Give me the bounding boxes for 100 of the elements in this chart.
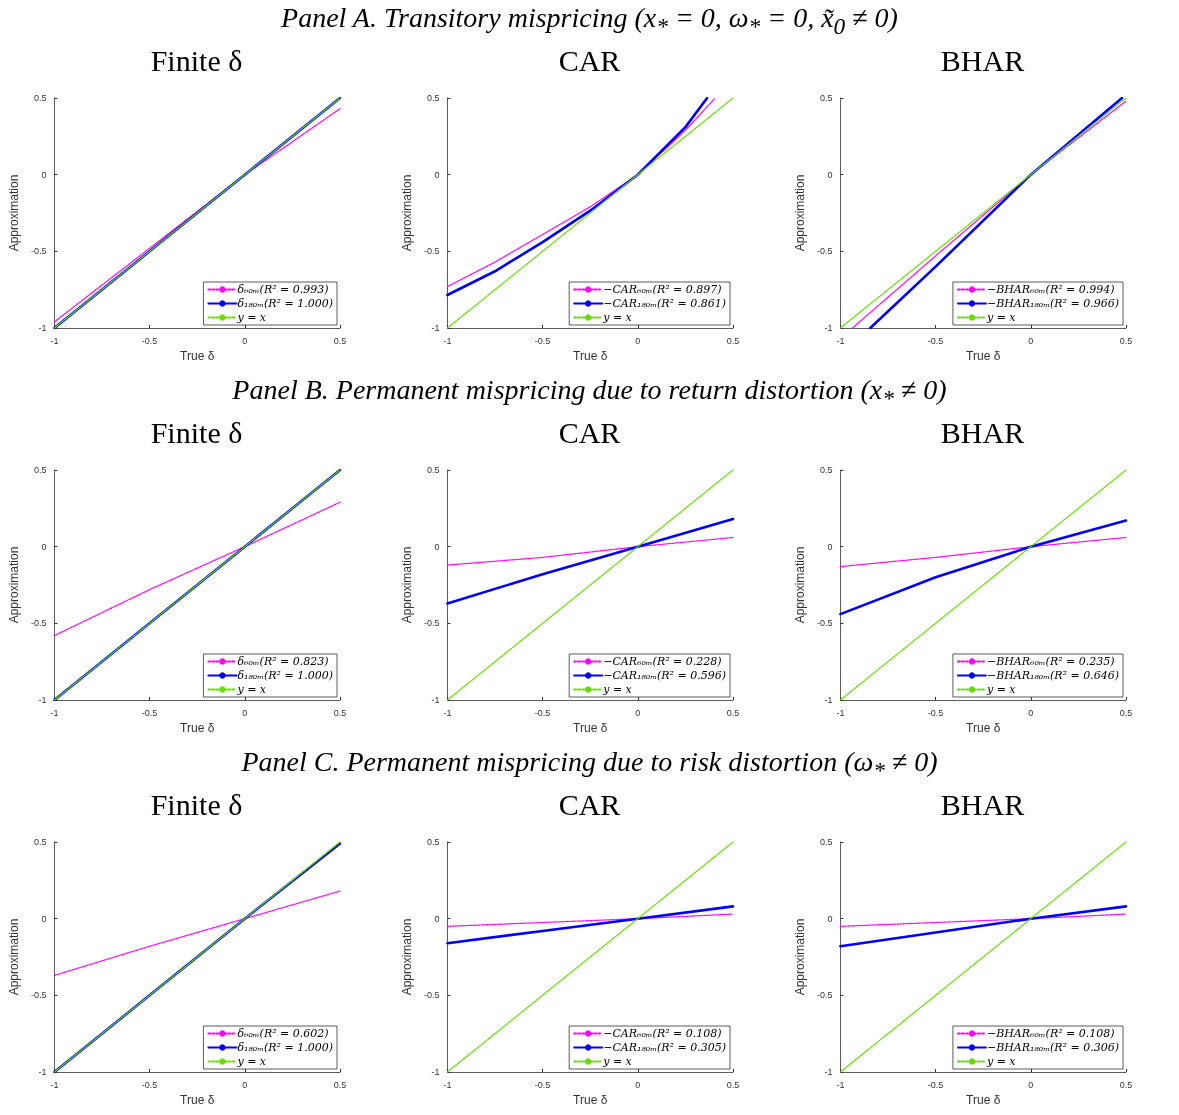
legend-label: y = x bbox=[602, 311, 633, 324]
y-tick-label: -0.5 bbox=[816, 618, 833, 629]
y-tick-label: -0.5 bbox=[423, 990, 440, 1001]
chart-title: Finite δ bbox=[150, 415, 243, 449]
legend-label: −CAR₆₀ₘ(R² = 0.228) bbox=[603, 655, 722, 668]
legend-label: y = x bbox=[236, 311, 267, 324]
y-tick-label: -0.5 bbox=[30, 618, 47, 629]
y-tick-label: 0.5 bbox=[426, 93, 440, 103]
y-tick-label: 0 bbox=[41, 169, 47, 180]
x-tick-label: 0.5 bbox=[333, 707, 347, 718]
x-tick-label: 0.5 bbox=[1119, 335, 1133, 346]
chart-title: Finite δ bbox=[150, 787, 243, 821]
x-tick-label: 0 bbox=[1028, 1079, 1034, 1090]
x-tick-label: 0.5 bbox=[333, 335, 347, 346]
text: Panel B. Permanent mispricing due to return distortion (x$_{*}$ ≠ 0) bbox=[231, 373, 948, 412]
y-tick-label: 0 bbox=[41, 913, 47, 924]
y-tick-label: 0.5 bbox=[819, 93, 833, 103]
x-tick-label: -1 bbox=[836, 1079, 845, 1090]
x-tick-label: -1 bbox=[836, 707, 845, 718]
legend-label: y = x bbox=[236, 683, 267, 696]
legend-label: −CAR₆₀ₘ(R² = 0.897) bbox=[603, 283, 722, 296]
x-axis-title: True δ bbox=[573, 348, 608, 363]
y-tick-label: 0 bbox=[827, 913, 833, 924]
y-tick-label: -0.5 bbox=[423, 246, 440, 257]
text: Panel C. Permanent mispricing due to risk distortion (ω$_{*}$ ≠ 0) bbox=[240, 745, 939, 784]
x-axis-title: True δ bbox=[573, 1092, 608, 1107]
x-tick-label: 0.5 bbox=[726, 335, 740, 346]
legend-label: −BHAR₁₈₀ₘ(R² = 0.646) bbox=[986, 669, 1120, 682]
y-tick-label: -0.5 bbox=[30, 990, 47, 1001]
x-tick-label: 0.5 bbox=[726, 1079, 740, 1090]
y-tick-label: 0.5 bbox=[33, 837, 47, 847]
legend-label: −BHAR₆₀ₘ(R² = 0.994) bbox=[986, 283, 1115, 296]
y-tick-label: 0.5 bbox=[819, 837, 833, 847]
legend-label: δ₁₈₀ₘ(R² = 1.000) bbox=[237, 669, 333, 682]
x-tick-label: -0.5 bbox=[141, 335, 158, 346]
x-axis-title: True δ bbox=[180, 720, 215, 735]
y-tick-label: -1 bbox=[431, 1067, 440, 1077]
y-axis-title: Approximation bbox=[400, 174, 414, 252]
legend-label: δ₁₈₀ₘ(R² = 1.000) bbox=[237, 1041, 333, 1054]
legend-label: δ₆₀ₘ(R² = 0.602) bbox=[237, 1027, 329, 1040]
x-tick-label: -1 bbox=[836, 335, 845, 346]
y-tick-label: -0.5 bbox=[816, 990, 833, 1001]
chart-title: Finite δ bbox=[150, 43, 243, 77]
x-tick-label: 0 bbox=[242, 1079, 248, 1090]
legend-label: −CAR₁₈₀ₘ(R² = 0.861) bbox=[603, 297, 726, 310]
chart-title: BHAR bbox=[940, 43, 1025, 77]
y-tick-label: -1 bbox=[824, 323, 833, 333]
x-tick-label: -1 bbox=[443, 1079, 452, 1090]
x-tick-label: 0.5 bbox=[1119, 707, 1133, 718]
y-tick-label: -0.5 bbox=[816, 246, 833, 257]
x-tick-label: -1 bbox=[50, 1079, 59, 1090]
y-axis-title: Approximation bbox=[793, 546, 807, 624]
x-tick-label: -0.5 bbox=[534, 335, 551, 346]
x-tick-label: 0 bbox=[1028, 335, 1034, 346]
legend-label: y = x bbox=[985, 683, 1017, 696]
chart-title: CAR bbox=[558, 787, 621, 821]
legend-label: y = x bbox=[602, 683, 633, 696]
x-tick-label: 0 bbox=[242, 707, 248, 718]
y-tick-label: -1 bbox=[38, 695, 47, 705]
y-tick-label: -1 bbox=[38, 1067, 47, 1077]
x-tick-label: 0.5 bbox=[333, 1079, 347, 1090]
chart-title: BHAR bbox=[940, 415, 1025, 449]
y-tick-label: 0.5 bbox=[426, 837, 440, 847]
text: Panel A. Transitory mispricing (x$_{*}$ = 0, ω$_{*}$ = 0, x̃$_{0}$ ≠ 0) bbox=[280, 1, 899, 40]
y-axis-title: Approximation bbox=[7, 918, 21, 996]
legend-label: −CAR₆₀ₘ(R² = 0.108) bbox=[603, 1027, 722, 1040]
legend-label: y = x bbox=[985, 1055, 1017, 1068]
chart-title: CAR bbox=[558, 415, 621, 449]
x-axis-title: True δ bbox=[966, 348, 1001, 363]
legend-label: −CAR₁₈₀ₘ(R² = 0.305) bbox=[603, 1041, 726, 1054]
legend-label: δ₁₈₀ₘ(R² = 1.000) bbox=[237, 297, 333, 310]
x-tick-label: -1 bbox=[443, 335, 452, 346]
x-tick-label: -1 bbox=[443, 707, 452, 718]
legend-label: δ₆₀ₘ(R² = 0.823) bbox=[237, 655, 329, 668]
x-tick-label: -0.5 bbox=[927, 707, 944, 718]
y-tick-label: -1 bbox=[431, 695, 440, 705]
x-axis-title: True δ bbox=[966, 720, 1001, 735]
y-tick-label: 0.5 bbox=[819, 465, 833, 475]
legend-label: δ₆₀ₘ(R² = 0.993) bbox=[237, 283, 329, 296]
chart-title: CAR bbox=[558, 43, 621, 77]
x-tick-label: -0.5 bbox=[534, 1079, 551, 1090]
x-tick-label: 0.5 bbox=[1119, 1079, 1133, 1090]
y-tick-label: 0.5 bbox=[426, 465, 440, 475]
x-axis-title: True δ bbox=[180, 1092, 215, 1107]
legend-label: y = x bbox=[985, 311, 1017, 324]
legend-label: −BHAR₁₈₀ₘ(R² = 0.306) bbox=[986, 1041, 1120, 1054]
x-tick-label: 0.5 bbox=[726, 707, 740, 718]
y-tick-label: -0.5 bbox=[423, 618, 440, 629]
legend-label: −BHAR₁₈₀ₘ(R² = 0.966) bbox=[986, 297, 1120, 310]
x-axis-title: True δ bbox=[966, 1092, 1001, 1107]
y-tick-label: 0 bbox=[434, 169, 440, 180]
x-tick-label: -0.5 bbox=[141, 707, 158, 718]
y-tick-label: 0 bbox=[827, 541, 833, 552]
y-axis-title: Approximation bbox=[400, 546, 414, 624]
x-tick-label: -0.5 bbox=[141, 1079, 158, 1090]
x-tick-label: -0.5 bbox=[534, 707, 551, 718]
y-axis-title: Approximation bbox=[793, 918, 807, 996]
y-tick-label: -1 bbox=[824, 695, 833, 705]
y-axis-title: Approximation bbox=[793, 174, 807, 252]
y-tick-label: 0.5 bbox=[33, 465, 47, 475]
